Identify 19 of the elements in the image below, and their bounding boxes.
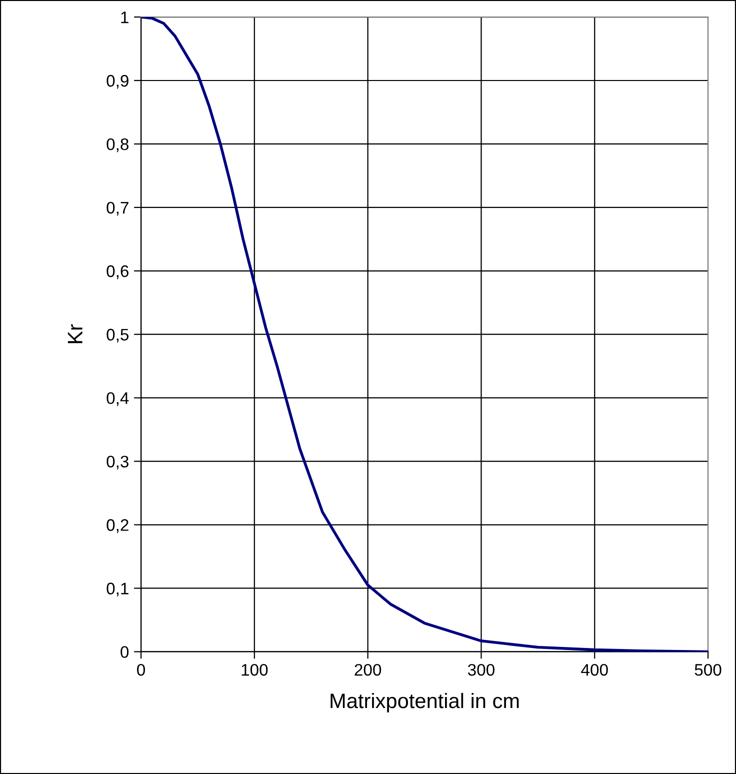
x-tick-label: 300 bbox=[468, 664, 494, 676]
y-tick-label: 1 bbox=[121, 12, 128, 24]
y-tick-label: 0,3 bbox=[106, 456, 128, 470]
x-tick-label: 0 bbox=[137, 664, 145, 676]
y-tick-label: 0,1 bbox=[106, 582, 128, 596]
x-tick-label: 400 bbox=[581, 664, 608, 676]
y-tick-label: 0 bbox=[120, 646, 129, 658]
y-tick-label: 0,4 bbox=[106, 392, 129, 406]
y-tick-label: 0,9 bbox=[106, 74, 128, 89]
x-tick-label: 100 bbox=[242, 664, 268, 676]
y-axis-title: Kr bbox=[68, 324, 82, 344]
x-tick-label: 200 bbox=[354, 664, 382, 676]
x-axis-title: Matrixpotential in cm bbox=[330, 692, 519, 712]
x-tick-label: 500 bbox=[694, 664, 722, 676]
y-tick-label: 0,7 bbox=[106, 202, 128, 216]
y-tick-label: 0,2 bbox=[106, 519, 128, 533]
y-tick-label: 0,8 bbox=[106, 138, 128, 152]
y-tick-label: 0,5 bbox=[106, 328, 129, 343]
y-tick-label: 0,6 bbox=[106, 265, 128, 280]
